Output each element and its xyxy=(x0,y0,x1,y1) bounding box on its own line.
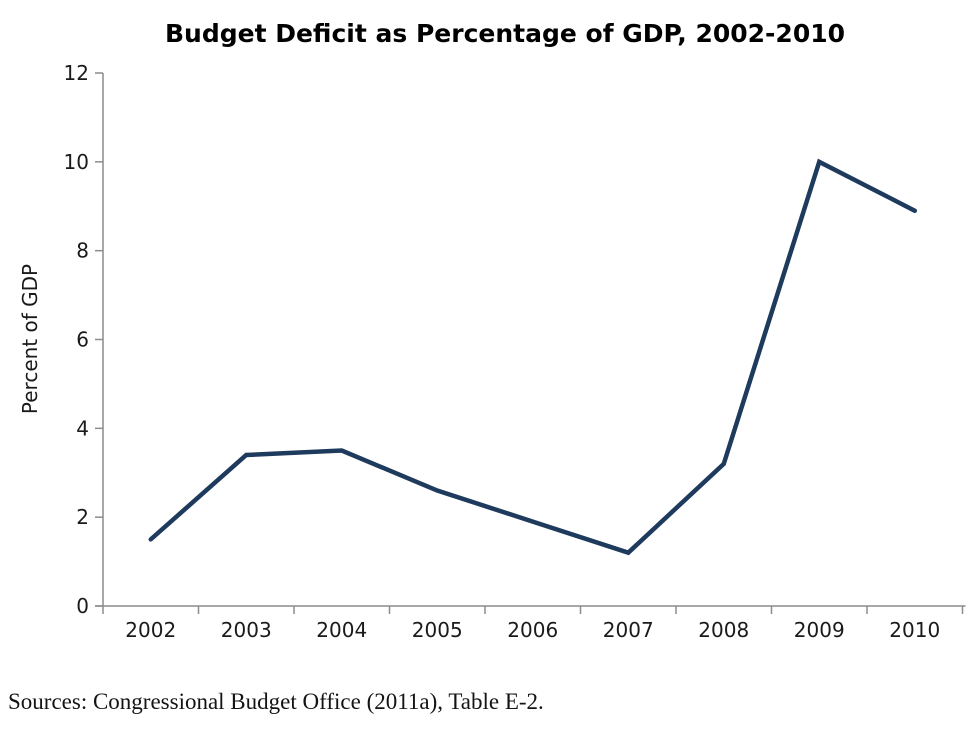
x-axis-tick-label: 2009 xyxy=(794,618,845,642)
y-axis-tick-label: 4 xyxy=(76,416,89,440)
x-axis-tick-label: 2004 xyxy=(316,618,367,642)
x-axis-tick-label: 2010 xyxy=(889,618,940,642)
y-axis-tick-label: 0 xyxy=(76,594,89,618)
series-line xyxy=(148,158,917,556)
y-axis-tick-label: 10 xyxy=(64,150,89,174)
x-axis-tick-label: 2005 xyxy=(412,618,463,642)
x-axis-tick-label: 2008 xyxy=(698,618,749,642)
y-axis-tick-label: 12 xyxy=(64,61,89,85)
x-axis-tick-label: 2007 xyxy=(603,618,654,642)
y-axis-tick-label: 8 xyxy=(76,239,89,263)
x-axis-tick-label: 2006 xyxy=(507,618,558,642)
y-axis-tick-label: 6 xyxy=(76,328,89,352)
x-axis-tick-label: 2002 xyxy=(125,618,176,642)
source-note: Sources: Congressional Budget Office (20… xyxy=(8,689,544,714)
y-axis-tick-label: 2 xyxy=(76,505,89,529)
chart-title: Budget Deficit as Percentage of GDP, 200… xyxy=(164,19,846,48)
x-axis-tick-label: 2003 xyxy=(221,618,272,642)
